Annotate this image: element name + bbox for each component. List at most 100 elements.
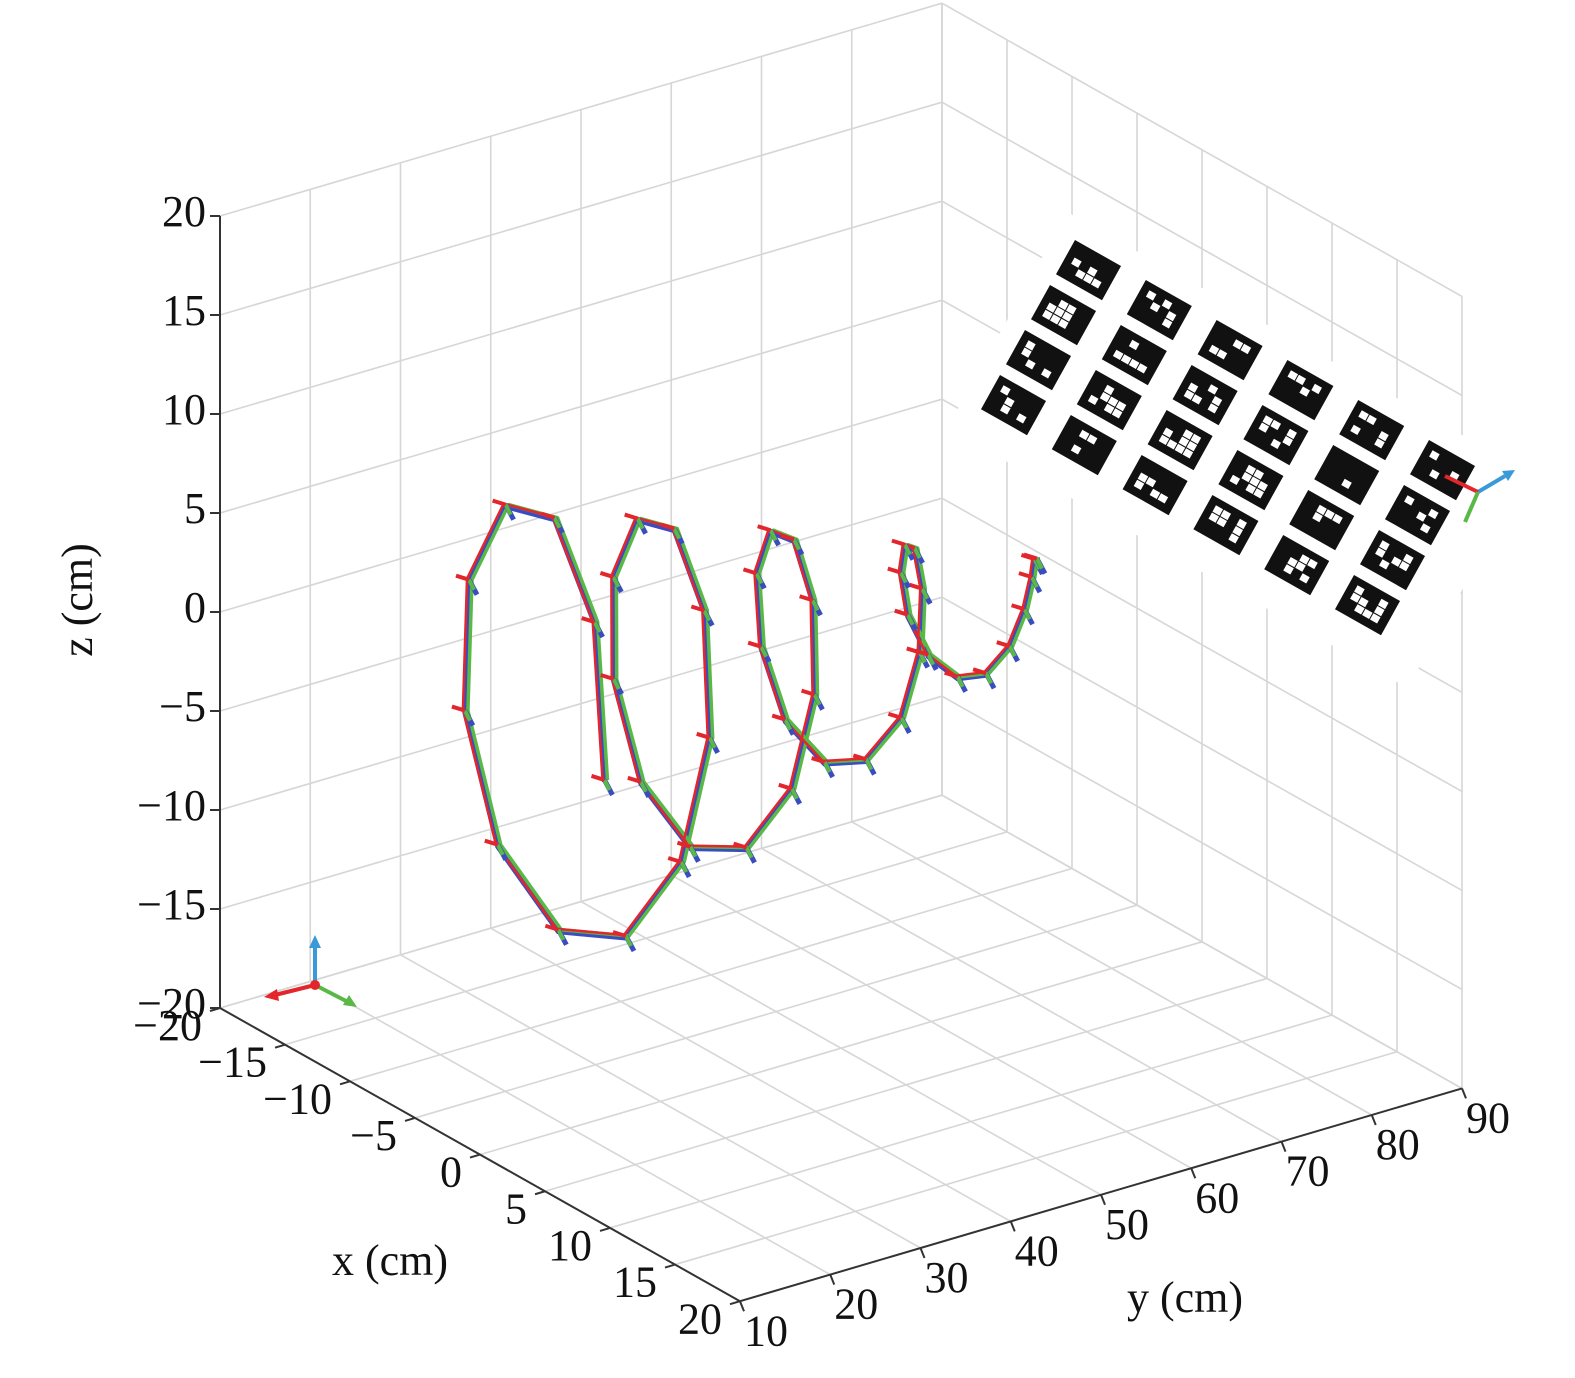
marker-cell	[1404, 495, 1415, 506]
pose-axis	[1030, 576, 1039, 589]
pose-axis	[771, 713, 786, 722]
pose-axis	[778, 782, 793, 791]
z-tick-label: 5	[184, 484, 206, 533]
marker-cell	[1366, 414, 1377, 426]
pose-axis	[903, 543, 912, 556]
y-tick-label: 90	[1466, 1093, 1510, 1142]
grid-line	[219, 101, 943, 316]
marker-cell	[1295, 561, 1306, 572]
x-tick	[664, 1263, 676, 1269]
marker-cell	[1354, 585, 1365, 596]
grid-line	[941, 497, 1463, 793]
pose-axis	[544, 923, 559, 932]
grid-line	[219, 695, 943, 910]
z-tick-label: −20	[137, 979, 206, 1028]
pose-axis	[696, 731, 711, 740]
marker-cell	[1283, 564, 1294, 575]
pose-axis	[822, 761, 832, 773]
x-tick-label: −20	[133, 1001, 202, 1050]
world-frame	[264, 935, 357, 1007]
pose-axis	[627, 775, 642, 784]
pose-axis	[789, 787, 799, 800]
x-tick	[404, 1116, 416, 1122]
pose-axis	[780, 533, 795, 542]
marker-cell	[1362, 608, 1373, 620]
pose-axis	[792, 538, 801, 551]
marker-cell	[1040, 368, 1052, 379]
marker-cell	[1286, 428, 1297, 440]
pose-axis	[484, 838, 499, 847]
pose-axis	[955, 675, 965, 688]
marker-cell	[1162, 427, 1174, 438]
grid-line	[941, 596, 1463, 892]
pose-axis	[733, 841, 748, 850]
x-tick-label: 15	[613, 1258, 657, 1307]
marker-cell	[1378, 431, 1389, 442]
marker-cell	[1149, 302, 1161, 313]
marker-cell	[1416, 511, 1427, 522]
marker-cell	[1341, 478, 1352, 490]
marker-cell	[1025, 359, 1036, 370]
plot-layer	[451, 498, 1048, 953]
pose-axis	[688, 845, 698, 858]
marker-cell	[1182, 448, 1194, 459]
pose-axis	[611, 678, 621, 690]
pose-axis	[926, 653, 936, 666]
marker-cell	[1004, 397, 1015, 408]
pose-axis	[747, 640, 762, 649]
y-tick-label: 80	[1376, 1120, 1420, 1169]
marker-cell	[1391, 556, 1402, 567]
pose-axis	[754, 572, 764, 585]
marker	[1243, 405, 1309, 466]
grid-line	[219, 2, 943, 217]
marker-cell	[1145, 290, 1157, 301]
marker-cell	[1369, 613, 1381, 624]
marker-cell	[1128, 358, 1140, 370]
grid-line	[400, 954, 921, 1249]
marker-cell	[1299, 386, 1310, 397]
x-axis-title: x (cm)	[332, 1236, 448, 1285]
marker-cell	[1212, 505, 1224, 516]
marker-cell	[1083, 273, 1094, 285]
pose-axis	[800, 688, 816, 697]
pose-axis	[799, 594, 814, 603]
marker-cell	[1211, 396, 1223, 407]
x-tick	[469, 1153, 481, 1159]
grid-line	[761, 847, 1282, 1143]
marker-cell	[1262, 415, 1274, 426]
marker-cell	[1161, 318, 1173, 329]
pose-axis	[914, 648, 929, 657]
pose-axis	[984, 672, 993, 685]
grid-line	[219, 200, 943, 415]
marker-cell	[1015, 413, 1027, 424]
pose-axis	[672, 527, 682, 540]
y-tick-label: 40	[1015, 1226, 1059, 1275]
pose-axis	[1018, 571, 1033, 580]
pose-axis	[812, 693, 822, 706]
x-tick	[534, 1190, 546, 1196]
marker-cell	[1000, 404, 1011, 415]
marker-cell	[1161, 299, 1173, 310]
marker-cell	[1427, 508, 1439, 520]
marker	[1147, 410, 1213, 471]
x-tick-label: −15	[198, 1038, 267, 1087]
marker-cell	[1190, 433, 1202, 445]
marker-cell	[1115, 401, 1127, 412]
marker-cell	[1021, 347, 1032, 358]
z-axis-title: z (cm)	[53, 543, 102, 657]
pose-axis	[540, 511, 556, 520]
pose-axis	[676, 840, 692, 849]
marker-cell	[1066, 304, 1077, 315]
x-tick-label: 20	[678, 1294, 722, 1343]
marker-cell	[1046, 302, 1057, 313]
grid-line	[580, 900, 1102, 1196]
z-tick-label: 20	[162, 187, 206, 236]
marker-cell	[1087, 266, 1098, 277]
marker-cell	[1245, 483, 1256, 495]
marker	[1264, 535, 1330, 596]
marker-cell	[1137, 472, 1149, 483]
y-tick-label: 60	[1195, 1173, 1239, 1222]
marker	[1314, 445, 1380, 506]
marker-cell	[1058, 299, 1069, 311]
